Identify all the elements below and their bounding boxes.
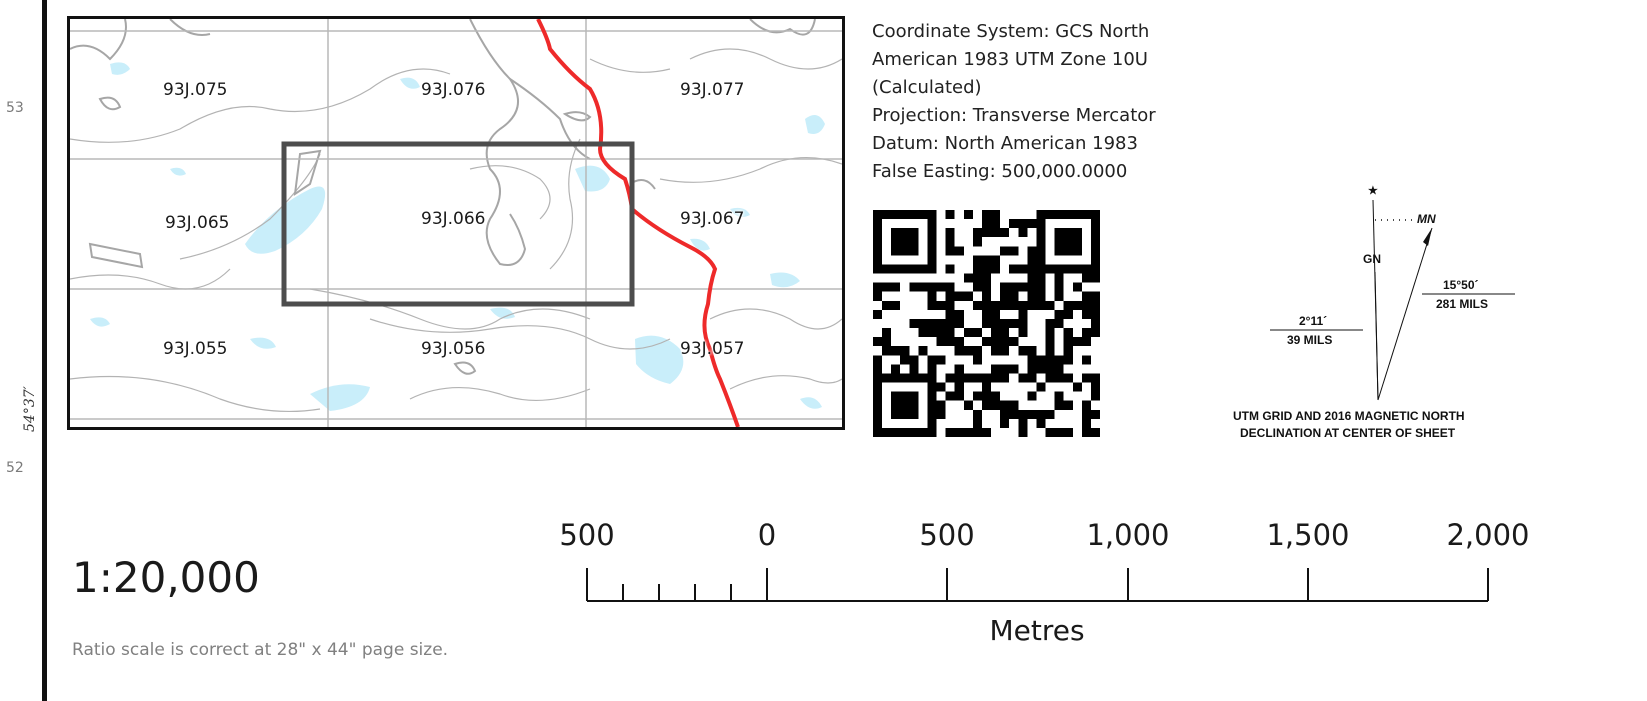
- index-map: 93J.075 93J.076 93J.077 93J.065 93J.066 …: [67, 16, 845, 430]
- scale-label: 500: [919, 518, 975, 552]
- true-north-star-icon: ★: [1368, 185, 1378, 197]
- sheet-border: [42, 0, 47, 701]
- tile-label: 93J.055: [163, 339, 228, 359]
- tile-label: 93J.066: [421, 209, 486, 229]
- scale-label: 1,500: [1266, 518, 1350, 552]
- tile-label: 93J.076: [421, 80, 486, 100]
- road-line: [536, 19, 740, 427]
- info-line: Projection: Transverse Mercator: [872, 105, 1156, 126]
- scale-bar-graphic: [586, 568, 1489, 602]
- tile-label: 93J.057: [680, 339, 745, 359]
- info-line: False Easting: 500,000.0000: [872, 161, 1128, 182]
- declination-diagram: ★ MN GN 15°50´ 281 MILS 2°11´ 39 MILS UT…: [1225, 180, 1535, 450]
- coordinate-info: Coordinate System: GCS North American 19…: [872, 18, 1232, 186]
- contour-lines: [70, 48, 842, 413]
- gn-label: GN: [1363, 252, 1381, 266]
- ratio-scale-note: Ratio scale is correct at 28" x 44" page…: [72, 640, 449, 660]
- latitude-label: 54°37′: [22, 386, 38, 432]
- scale-units: Metres: [989, 614, 1085, 647]
- water-features: [90, 62, 825, 411]
- qr-code[interactable]: [873, 210, 1100, 437]
- gn-mils-label: 39 MILS: [1287, 333, 1333, 347]
- info-line: Datum: North American 1983: [872, 133, 1138, 154]
- declination-caption-line1: UTM GRID AND 2016 MAGNETIC NORTH: [1233, 409, 1465, 423]
- tile-label: 93J.067: [680, 209, 745, 229]
- tile-label: 93J.075: [163, 80, 228, 100]
- declination-arrows: [1270, 199, 1515, 401]
- grid-number-52: 52: [6, 460, 24, 476]
- scale-label: 0: [757, 518, 777, 552]
- mn-angle-label: 15°50´: [1443, 278, 1479, 292]
- declination-caption-line2: DECLINATION AT CENTER OF SHEET: [1240, 426, 1456, 440]
- tile-label: 93J.065: [165, 213, 230, 233]
- gn-angle-label: 2°11´: [1299, 314, 1328, 328]
- tile-label: 93J.077: [680, 80, 745, 100]
- scale-label: 2,000: [1446, 518, 1530, 552]
- tile-label: 93J.056: [421, 339, 486, 359]
- index-grid: [70, 19, 842, 427]
- mn-mils-label: 281 MILS: [1436, 297, 1489, 311]
- info-line: Coordinate System: GCS North: [872, 21, 1150, 42]
- index-map-canvas: [70, 19, 842, 427]
- grid-number-53: 53: [6, 100, 24, 116]
- info-line: (Calculated): [872, 77, 982, 98]
- qr-code-icon: [873, 210, 1100, 437]
- scale-label: 500: [559, 518, 615, 552]
- scale-bar: 500 0 500 1,000 1,500 2,000 Metres: [540, 510, 1570, 680]
- scale-label: 1,000: [1086, 518, 1170, 552]
- current-sheet-box: [281, 141, 635, 307]
- info-line: American 1983 UTM Zone 10U: [872, 49, 1148, 70]
- mn-label: MN: [1417, 212, 1436, 226]
- ratio-scale: 1:20,000: [72, 553, 260, 602]
